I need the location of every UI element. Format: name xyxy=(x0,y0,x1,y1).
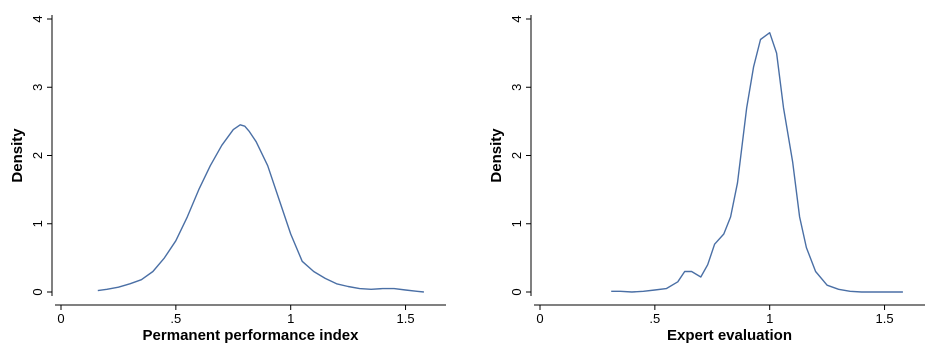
y-axis-label: Density xyxy=(9,128,26,183)
y-tick-label: 3 xyxy=(509,84,524,91)
y-tick-label: 2 xyxy=(509,152,524,159)
density-chart-expert-evaluation: 0 1 2 3 4 Density 0 .5 1 1.5 Expert evaluation xyxy=(488,15,925,344)
x-axis-label: Permanent performance index xyxy=(143,327,360,344)
x-tick-label: .5 xyxy=(170,311,181,326)
x-tick-label: 1.5 xyxy=(876,311,894,326)
y-tick-label: 3 xyxy=(30,84,45,91)
y-axis-label: Density xyxy=(488,128,505,183)
y-tick-label: 1 xyxy=(30,220,45,227)
x-tick-label: .5 xyxy=(649,311,660,326)
density-curve xyxy=(611,32,903,293)
x-tick-label: 0 xyxy=(536,311,543,326)
x-tick-label: 1.5 xyxy=(397,311,415,326)
density-curve xyxy=(97,124,424,293)
y-tick-label: 0 xyxy=(30,288,45,295)
y-tick-label: 4 xyxy=(509,15,524,22)
y-tick-label: 0 xyxy=(509,288,524,295)
x-tick-label: 1 xyxy=(287,311,294,326)
x-tick-label: 0 xyxy=(57,311,64,326)
density-chart-permanent-performance: 0 1 2 3 4 Density 0 .5 1 1.5 Permanent performance… xyxy=(9,15,446,344)
x-axis-label: Expert evaluation xyxy=(667,327,792,344)
y-tick-label: 4 xyxy=(30,15,45,22)
x-tick-label: 1 xyxy=(766,311,773,326)
y-tick-label: 2 xyxy=(30,152,45,159)
y-tick-label: 1 xyxy=(509,220,524,227)
